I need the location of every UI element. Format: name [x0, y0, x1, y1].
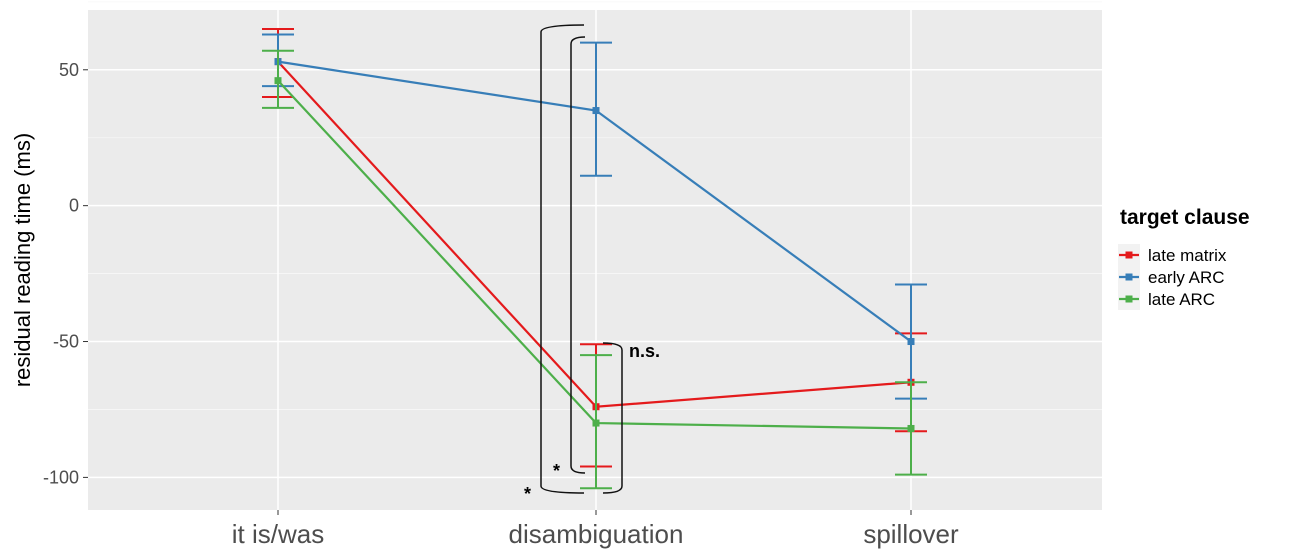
series-group: [262, 28, 927, 490]
x-tick-label: spillover: [863, 519, 959, 549]
annotation-star-inner: *: [553, 461, 560, 481]
data-point: [907, 338, 915, 346]
significance-annotations: n.s. * *: [524, 24, 660, 504]
data-point: [907, 424, 915, 432]
y-tick-label: 50: [59, 60, 79, 80]
legend-title: target clause: [1120, 206, 1250, 229]
legend-key-point: [1125, 295, 1133, 303]
legend-key-point: [1125, 273, 1133, 281]
x-axis-ticks: it is/was disambiguation spillover: [232, 510, 959, 549]
x-tick-label: disambiguation: [509, 519, 684, 549]
bracket-ns: [602, 342, 623, 494]
data-point: [274, 77, 282, 85]
y-axis-ticks: 50 0 -50 -100: [43, 60, 88, 487]
legend-label: late ARC: [1148, 290, 1215, 309]
legend-key-point: [1125, 251, 1133, 259]
legend-label: late matrix: [1148, 246, 1227, 265]
y-axis-title: residual reading time (ms): [10, 133, 35, 387]
bracket-star-inner: [570, 36, 586, 474]
x-tick-label: it is/was: [232, 519, 324, 549]
legend-label: early ARC: [1148, 268, 1225, 287]
legend-item: late matrix: [1118, 244, 1227, 266]
bracket-star-outer: [540, 24, 585, 494]
y-tick-label: -100: [43, 467, 79, 487]
legend-item: late ARC: [1118, 288, 1215, 310]
annotation-ns: n.s.: [629, 341, 660, 361]
y-tick-label: -50: [53, 332, 79, 352]
annotation-star-outer: *: [524, 484, 531, 504]
y-tick-label: 0: [69, 196, 79, 216]
legend: target clause late matrix early ARC late A…: [1118, 206, 1250, 310]
legend-item: early ARC: [1118, 266, 1225, 288]
data-point: [592, 107, 600, 115]
data-point: [592, 419, 600, 427]
series-late-ARC: [262, 49, 927, 490]
